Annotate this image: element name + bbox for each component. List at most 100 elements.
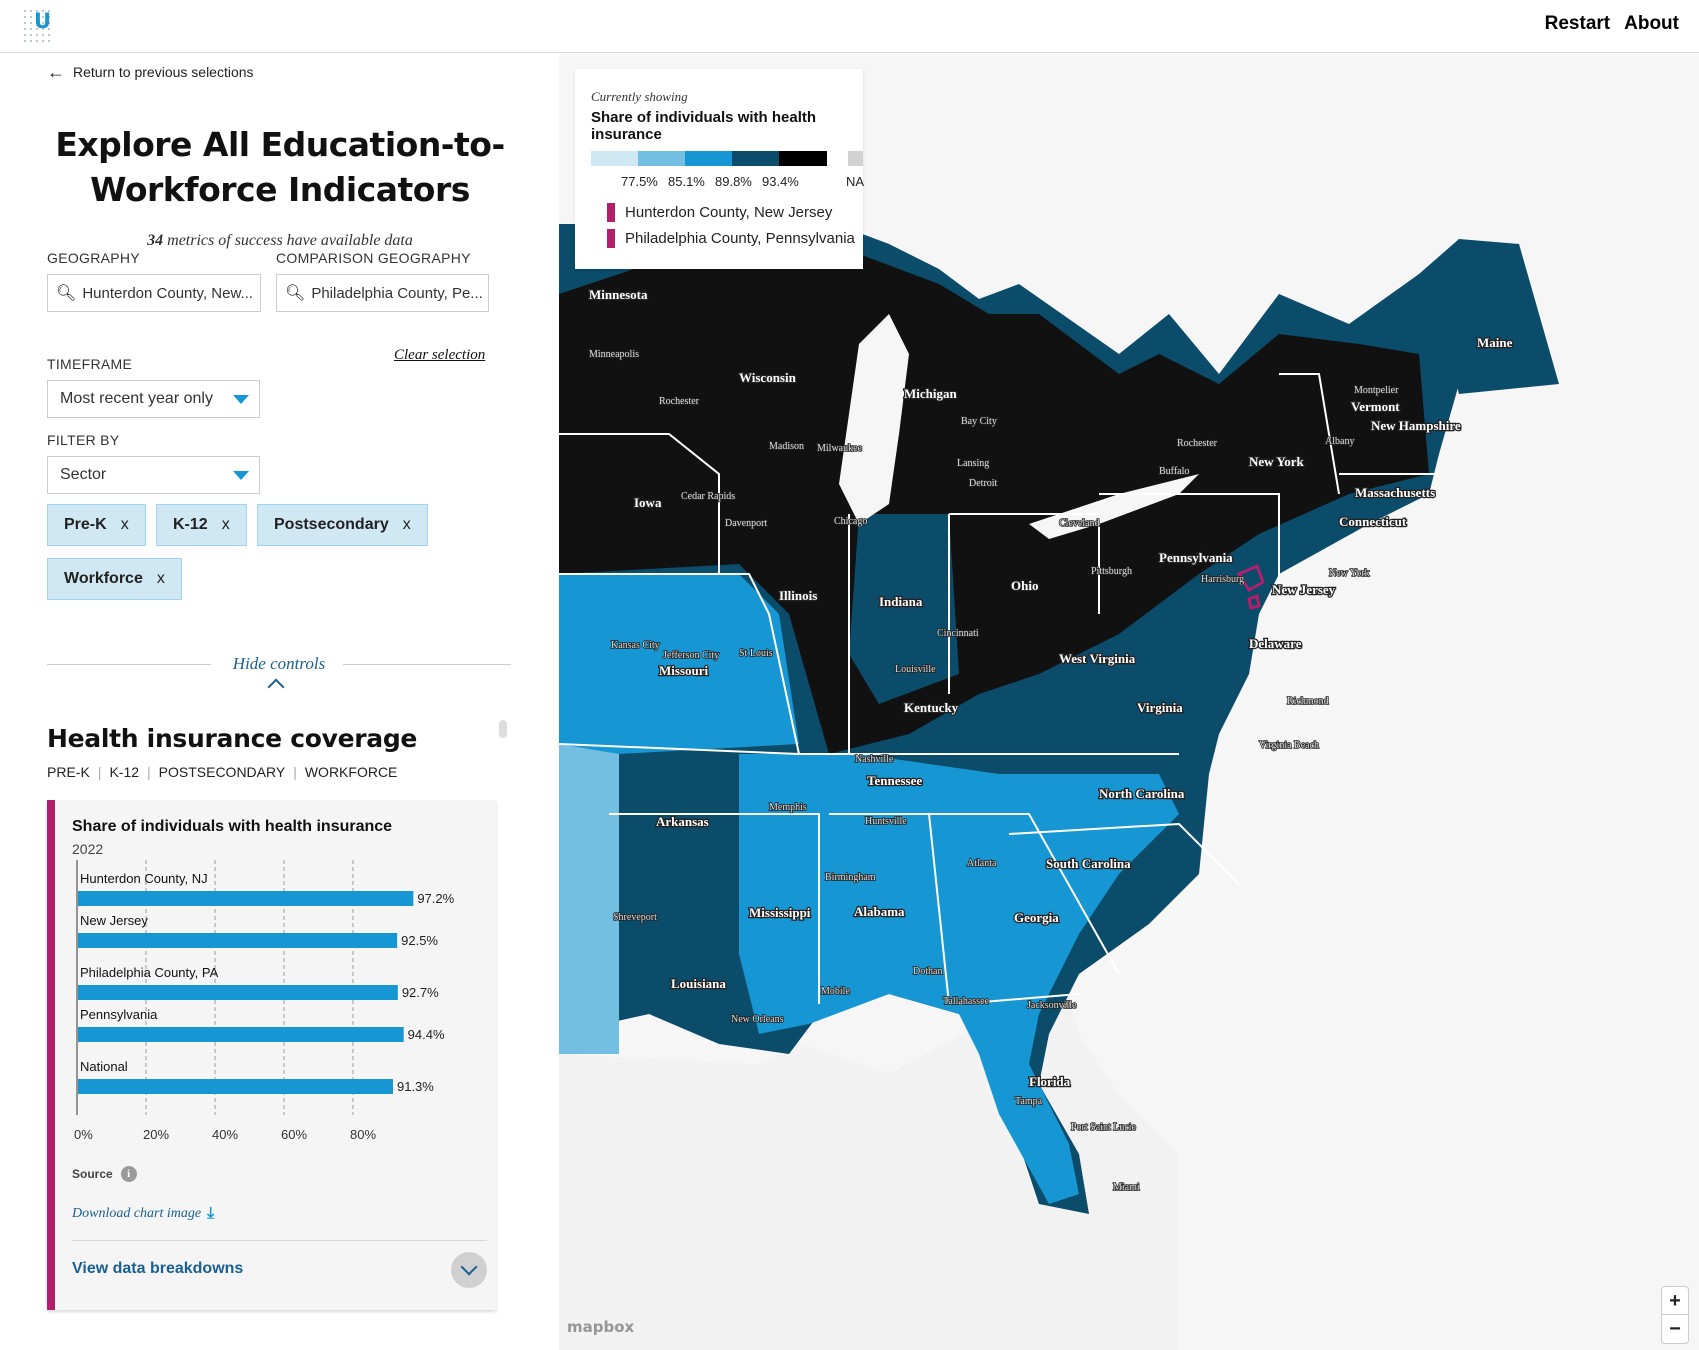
state-label: Florida xyxy=(1029,1074,1071,1089)
city-label: Harrisburg xyxy=(1201,574,1244,585)
state-label: Iowa xyxy=(634,495,662,510)
state-label: Massachusetts xyxy=(1355,485,1435,500)
choropleth-map[interactable]: Minnesota Wisconsin Michigan Iowa Illinois In… xyxy=(559,54,1699,1350)
x-tick-label: 80% xyxy=(350,1127,376,1142)
value-label: 92.7% xyxy=(402,985,439,1000)
legend-tick: 93.4% xyxy=(762,174,799,189)
comparison-geography-label: COMPARISON GEOGRAPHY xyxy=(276,250,471,266)
land-mid-midwest xyxy=(849,514,959,704)
page-title: Explore All Education-to- Workforce Indi… xyxy=(30,122,530,212)
chip-remove-icon[interactable]: x xyxy=(120,516,129,533)
tag-postsecondary: POSTSECONDARY xyxy=(158,764,286,780)
highlight-philadelphia xyxy=(1247,593,1261,610)
geography-marker xyxy=(607,203,615,222)
land-dark-north xyxy=(559,234,1429,754)
clear-selection-link[interactable]: Clear selection xyxy=(394,347,486,363)
city-label: Milwaukee xyxy=(817,443,863,454)
return-link[interactable]: ← Return to previous selections xyxy=(47,62,254,82)
divider-line xyxy=(343,664,511,665)
city-label: Detroit xyxy=(969,478,998,489)
state-label: Kentucky xyxy=(904,700,959,715)
logo-dots xyxy=(22,8,52,44)
legend-swatch-4 xyxy=(732,151,780,166)
state-label: Pennsylvania xyxy=(1159,550,1233,565)
state-label: Tennessee xyxy=(867,773,922,788)
source-label: Source xyxy=(72,1167,113,1181)
city-label: St Louis xyxy=(739,648,773,659)
geography-search[interactable]: 🔍︎ Hunterdon County, New... xyxy=(47,274,261,312)
download-icon: ⤓ xyxy=(207,1205,215,1222)
legend-swatch-1 xyxy=(591,151,639,166)
city-label: New Orleans xyxy=(731,1014,784,1025)
category-label: National xyxy=(80,1059,128,1074)
legend-tick: 77.5% xyxy=(621,174,658,189)
zoom-controls: + − xyxy=(1661,1286,1689,1344)
chip-remove-icon[interactable]: x xyxy=(402,516,411,533)
bar xyxy=(78,985,398,1000)
chip-label: K-12 xyxy=(173,516,208,533)
expand-breakdowns-button[interactable] xyxy=(451,1252,487,1288)
lake-michigan xyxy=(839,314,909,524)
scrollbar-thumb[interactable] xyxy=(499,720,507,738)
chip-label: Postsecondary xyxy=(274,516,389,533)
map-legend: Currently showing Share of individuals w… xyxy=(575,69,864,269)
hide-controls-label: Hide controls xyxy=(232,654,326,673)
section-tags: PRE-K | K-12 | POSTSECONDARY | WORKFORCE xyxy=(47,764,397,780)
metric-count: 34 metrics of success have available dat… xyxy=(30,232,530,250)
restart-link[interactable]: Restart xyxy=(1544,13,1611,34)
city-label: Buffalo xyxy=(1159,466,1189,477)
value-label: 94.4% xyxy=(408,1027,445,1042)
land-light-missouri xyxy=(559,574,799,754)
controls-panel: ← Return to previous selections Explore … xyxy=(0,54,559,1350)
arrow-left-icon: ← xyxy=(47,62,65,82)
comparison-geography-value: Philadelphia County, Pe... xyxy=(311,284,483,302)
mapbox-logo[interactable]: mapbox xyxy=(567,1318,635,1336)
caret-down-icon xyxy=(233,470,249,480)
section-title: Health insurance coverage xyxy=(47,724,418,753)
city-label: Chicago xyxy=(834,516,867,527)
zoom-in-button[interactable]: + xyxy=(1662,1287,1688,1315)
state-label: Illinois xyxy=(779,588,817,603)
comparison-geography-search[interactable]: 🔍︎ Philadelphia County, Pe... xyxy=(276,274,489,312)
about-link[interactable]: About xyxy=(1624,13,1679,34)
page-title-line1: Explore All Education-to- xyxy=(55,125,505,164)
card-divider xyxy=(72,1240,487,1241)
chevron-up-icon xyxy=(267,678,285,696)
view-breakdowns-link[interactable]: View data breakdowns xyxy=(72,1260,244,1277)
city-label: Port Saint Lucie xyxy=(1071,1122,1137,1133)
hide-controls-toggle[interactable]: Hide controls xyxy=(47,654,511,696)
logo-letter: U xyxy=(34,9,52,33)
filter-select[interactable]: Sector xyxy=(47,456,260,494)
city-label: Lansing xyxy=(957,458,989,469)
legend-swatch-2 xyxy=(638,151,686,166)
city-label: Davenport xyxy=(725,518,767,529)
state-label: Virginia xyxy=(1137,700,1183,715)
chip-remove-icon[interactable]: x xyxy=(156,570,165,587)
state-label: Delaware xyxy=(1249,636,1302,651)
land-maine xyxy=(1439,239,1559,394)
land-light-west xyxy=(559,734,619,1054)
value-label: 92.5% xyxy=(401,933,438,948)
zoom-out-button[interactable]: − xyxy=(1669,1318,1681,1340)
timeframe-select[interactable]: Most recent year only xyxy=(47,380,260,418)
highlight-hunterdon xyxy=(1236,563,1265,593)
map-view[interactable]: Minnesota Wisconsin Michigan Iowa Illinois In… xyxy=(559,54,1699,1350)
tag-separator: | xyxy=(147,764,151,780)
chip-remove-icon[interactable]: x xyxy=(221,516,230,533)
top-bar: U Restart About xyxy=(0,0,1699,53)
state-label: Louisiana xyxy=(671,976,726,991)
category-label: Hunterdon County, NJ xyxy=(80,871,208,886)
legend-tick: 89.8% xyxy=(715,174,752,189)
info-icon[interactable]: i xyxy=(120,1166,137,1182)
legend-geography-label: Philadelphia County, Pennsylvania xyxy=(625,230,855,247)
download-chart-link[interactable]: Download chart image ⤓ xyxy=(72,1205,214,1223)
legend-tick: 85.1% xyxy=(668,174,705,189)
urban-logo[interactable]: U xyxy=(22,8,52,44)
tag-workforce: WORKFORCE xyxy=(304,764,398,780)
city-label: Cincinnati xyxy=(937,628,979,639)
metric-card: Share of individuals with health insuran… xyxy=(47,800,496,1310)
tag-pre-k: PRE-K xyxy=(47,764,90,780)
city-label: Atlanta xyxy=(967,858,997,869)
x-tick-label: 0% xyxy=(74,1127,93,1142)
top-nav: Restart About xyxy=(1545,13,1679,35)
